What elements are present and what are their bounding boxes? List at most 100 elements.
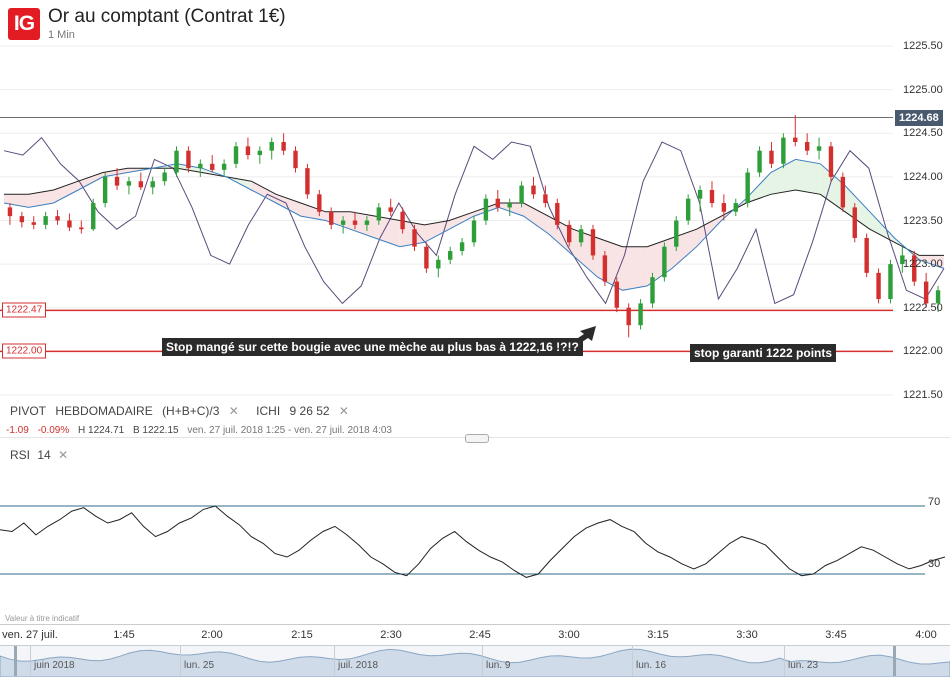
- price-tick-label: 1224.00: [903, 170, 943, 183]
- remove-ichi-icon[interactable]: ✕: [338, 404, 349, 418]
- candle-body: [305, 168, 310, 195]
- current-price-badge: 1224.68: [895, 109, 943, 126]
- candle-body: [317, 194, 322, 212]
- candle-body: [55, 216, 60, 221]
- ichi-cloud-segment: [28, 189, 54, 208]
- candle-body: [221, 163, 227, 170]
- navigator-label: juin 2018: [34, 660, 75, 671]
- candle-body: [555, 203, 560, 225]
- candle-body: [685, 198, 691, 221]
- price-tick-label: 1223.00: [903, 258, 943, 271]
- candle-body: [186, 150, 191, 169]
- session-high: H 1224.71: [78, 425, 125, 436]
- navigator-area: [0, 648, 950, 677]
- time-tick-label: 2:30: [380, 629, 402, 641]
- candle-body: [745, 172, 750, 204]
- ichi-cloud-segment: [919, 255, 944, 269]
- navigator-separator: [632, 646, 633, 676]
- candle-body: [923, 281, 929, 304]
- timeline-navigator[interactable]: [0, 645, 950, 677]
- candle-body: [43, 216, 48, 225]
- candle-body: [352, 220, 358, 225]
- candle-body: [590, 229, 596, 256]
- instrument-title: Or au comptant (Contrat 1€): [48, 6, 286, 27]
- ichi-cloud-segment: [770, 159, 796, 195]
- candle-body: [638, 303, 643, 326]
- ichi-base-line: [4, 167, 944, 256]
- price-change-pct: -0.09%: [37, 425, 70, 436]
- candle-body: [293, 150, 298, 169]
- ichi-cloud-segment: [746, 172, 771, 204]
- ichi-cloud-segment: [498, 203, 524, 217]
- ichi-cloud-segment: [548, 216, 573, 256]
- ichi-cloud-segment: [53, 181, 79, 204]
- time-axis-line: [0, 624, 950, 625]
- candle-body: [769, 150, 774, 164]
- candle-body: [697, 189, 703, 199]
- candle-body: [448, 251, 453, 260]
- time-tick-label: 2:45: [469, 629, 491, 641]
- candle-body: [793, 137, 798, 142]
- ig-logo: IG: [8, 8, 40, 40]
- price-change: -1.09: [6, 425, 29, 436]
- candle-body: [566, 224, 572, 243]
- candle-body: [198, 163, 203, 169]
- candle-body: [400, 211, 405, 230]
- price-tick-label: 1221.50: [903, 389, 943, 401]
- candle-body: [388, 207, 393, 212]
- navigator-label: lun. 16: [636, 660, 667, 671]
- candle-body: [912, 255, 917, 282]
- rsi-chart[interactable]: [0, 440, 950, 615]
- ichi-cloud-segment: [795, 159, 821, 195]
- ichi-label: ICHI: [256, 404, 281, 418]
- rsi-tick-70: 70: [928, 496, 941, 508]
- candle-body: [650, 277, 655, 304]
- rsi-legend: RSI 14 ✕: [10, 448, 68, 462]
- candle-body: [19, 216, 25, 223]
- candle-body: [471, 220, 477, 243]
- candle-body: [662, 246, 667, 278]
- candle-body: [864, 237, 869, 273]
- candle-body: [519, 185, 524, 204]
- candle-body: [674, 220, 679, 247]
- candle-body: [174, 150, 179, 173]
- candle-body: [329, 211, 334, 225]
- ichi-cloud-segment: [276, 194, 301, 217]
- rsi-line: [0, 505, 946, 578]
- candle-body: [900, 255, 905, 265]
- navigator-separator: [784, 646, 785, 676]
- level-label-1222-47: 1222.47: [2, 302, 47, 318]
- navigator-handle-right[interactable]: [893, 646, 896, 676]
- candle-body: [614, 281, 619, 308]
- candle-body: [31, 222, 36, 225]
- candle-body: [269, 141, 274, 151]
- time-tick-label: ven. 27 juil.: [2, 629, 58, 641]
- navigator-label: lun. 9: [486, 660, 511, 671]
- candle-body: [245, 146, 251, 156]
- candle-body: [281, 141, 286, 151]
- candle-body: [483, 198, 489, 221]
- remove-pivot-icon[interactable]: ✕: [228, 404, 239, 418]
- rsi-tick-30: 30: [928, 558, 941, 570]
- candle-body: [210, 163, 215, 170]
- remove-rsi-icon[interactable]: ✕: [58, 448, 69, 462]
- timeframe-label[interactable]: 1 Min: [48, 29, 75, 41]
- candle-body: [150, 181, 155, 188]
- navigator-label: lun. 25: [184, 660, 215, 671]
- candle-body: [816, 146, 822, 151]
- candle-body: [935, 290, 941, 304]
- time-tick-label: 3:45: [825, 629, 847, 641]
- time-tick-label: 3:15: [647, 629, 669, 641]
- pane-resize-handle[interactable]: [465, 434, 489, 443]
- rsi-label: RSI: [10, 448, 31, 462]
- time-tick-label: 1:45: [113, 629, 135, 641]
- ichi-cloud-segment: [424, 220, 450, 243]
- candle-body: [578, 229, 584, 243]
- pivot-label: PIVOT: [10, 404, 47, 418]
- indicator-legend: PIVOT HEBDOMADAIRE (H+B+C)/3 ✕ ICHI 9 26…: [10, 404, 355, 418]
- navigator-handle-left[interactable]: [14, 646, 17, 676]
- candle-body: [138, 181, 144, 188]
- ichi-cloud-segment: [845, 185, 870, 230]
- price-chart[interactable]: [0, 0, 950, 400]
- candle-body: [376, 207, 382, 221]
